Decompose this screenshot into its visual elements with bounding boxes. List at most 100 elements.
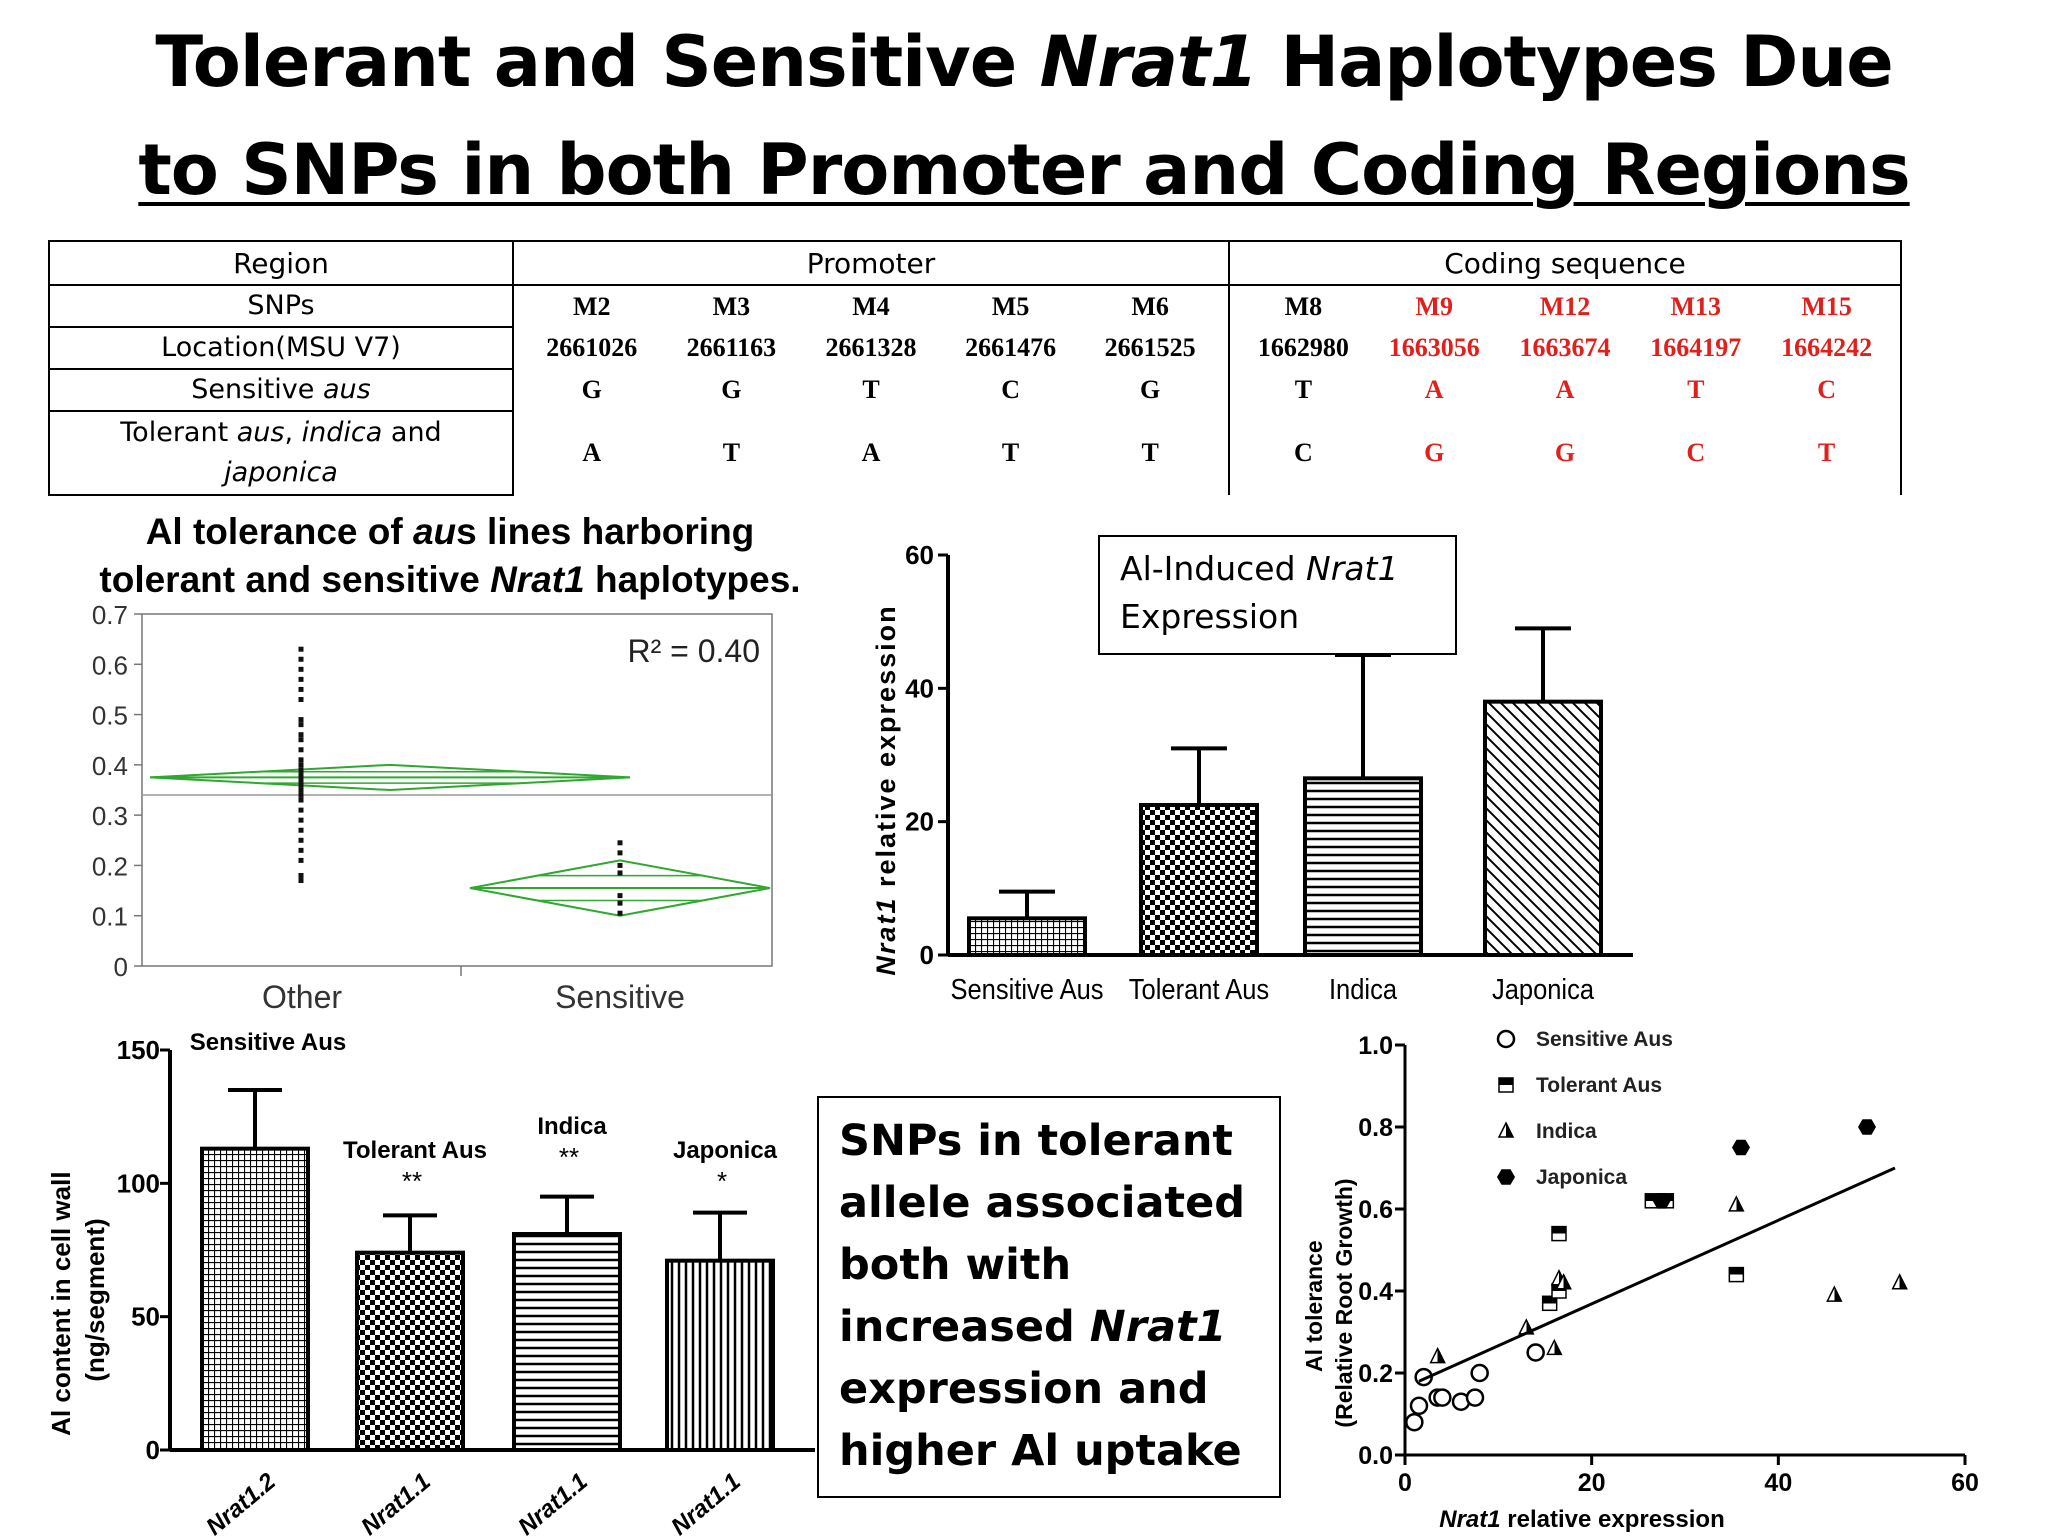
data-point: [298, 762, 304, 768]
location-cell: 1664242: [1781, 333, 1873, 362]
x-category-label: Indica: [1329, 972, 1398, 1005]
sensitive-allele-cell: T: [1687, 375, 1705, 404]
y-tick-label: 0: [146, 1435, 160, 1465]
y-tick-label: 60: [905, 540, 934, 570]
data-point: [298, 787, 304, 793]
bar: [967, 916, 1087, 958]
data-point: [298, 676, 304, 682]
data-point: [1551, 1225, 1567, 1242]
coding-header: Coding sequence: [1228, 240, 1902, 286]
conclusion-line: expression and: [839, 1364, 1209, 1414]
tolerant-allele-cell: T: [1141, 438, 1159, 467]
data-point: [298, 807, 304, 813]
data-point: [298, 747, 304, 753]
y-tick-label: 0.2: [1358, 1360, 1393, 1388]
location-cell: 2661026: [546, 333, 638, 362]
slide-title: Tolerant and Sensitive Nrat1 Haplotypes …: [138, 21, 1910, 211]
legend-label: Sensitive Aus: [1536, 1028, 1673, 1051]
tolerant-allele-cell: T: [1817, 438, 1836, 467]
table-row: SNPs M2 M3 M4 M5 M6 M8 M9 M12 M13 M15: [48, 284, 1902, 328]
location-cell: 2661525: [1104, 333, 1196, 362]
x-category-label: Nrat1.1: [513, 1468, 593, 1536]
data-point: [1652, 1193, 1671, 1209]
location-cell: 2661163: [686, 333, 777, 362]
data-point: [298, 722, 304, 728]
y-tick-label: 0.8: [1358, 1114, 1393, 1142]
conclusion-line: both with: [839, 1240, 1072, 1290]
tolerance-scatter-chart: 0.0 0.2 0.4 0.6 0.8 1.0 0 20 40 60 Sensitive Aus T…: [1301, 1028, 1979, 1533]
promoter-location-row: 2661026 2661163 2661328 2661476 2661525: [522, 333, 1220, 363]
tolerant-allele-cell: G: [1424, 438, 1445, 467]
promoter-snp-row: M2 M3 M4 M5 M6: [522, 292, 1220, 322]
snp-id-cell: M12: [1539, 291, 1591, 321]
data-point: [1728, 1195, 1745, 1212]
data-point: [298, 827, 304, 833]
x-tick-label: 60: [1951, 1469, 1979, 1497]
conclusion-line: SNPs in tolerant: [839, 1116, 1233, 1166]
legend-label: Tolerant Aus: [1536, 1074, 1662, 1097]
data-point: [298, 686, 304, 692]
sensitive-allele-cell: T: [862, 375, 880, 404]
expression-ylabel: Nrat1 relative expression: [871, 604, 901, 975]
data-point: [617, 850, 623, 856]
snp-id-cell: M15: [1801, 291, 1852, 321]
sensitive-allele-cell: C: [1001, 375, 1020, 404]
location-cell: 2661476: [965, 333, 1057, 362]
oneway-plot-frame: [141, 613, 773, 967]
snp-id-cell: M8: [1284, 291, 1323, 321]
x-category-label: Sensitive Aus: [950, 972, 1103, 1005]
data-point: [617, 910, 623, 916]
tolerant-allele-cell: C: [1686, 438, 1706, 467]
data-point: [298, 772, 304, 778]
al-content-bar-chart: 0 50 100 150 Sensitive Aus Nrat1.2 Tolerant A…: [46, 1029, 815, 1536]
sensitive-allele-cell: A: [1555, 375, 1575, 404]
location-cell: 2661328: [825, 333, 917, 362]
data-point: [298, 717, 304, 723]
data-point: [1526, 1343, 1545, 1362]
oneway-chart-title: Al tolerance of aus lines harboring tole…: [99, 511, 801, 600]
y-tick-label: 0.3: [92, 801, 128, 831]
conclusion-box: SNPs in tolerant allele associated both …: [817, 1096, 1281, 1498]
tolerant-allele-cell: T: [1001, 438, 1020, 467]
bar: [665, 1258, 775, 1452]
data-point: [298, 837, 304, 843]
table-row: Tolerant aus, indica and japonica A T A T T C…: [48, 410, 1902, 496]
data-point: [298, 666, 304, 672]
x-tick-label: 20: [1578, 1469, 1606, 1497]
location-cell: 1663674: [1519, 333, 1611, 362]
data-point: [298, 737, 304, 743]
sensitive-allele-cell: A: [1424, 375, 1444, 404]
data-point: [617, 893, 623, 899]
significance-marker: *: [717, 1166, 727, 1196]
y-tick-label: 0.6: [92, 650, 128, 680]
conclusion-line: allele associated: [839, 1178, 1246, 1228]
coding-location-row: 1662980 1663056 1663674 1664197 1664242: [1238, 333, 1892, 363]
y-tick-label: 150: [117, 1035, 160, 1065]
trendline: [1418, 1166, 1896, 1383]
snp-id-cell: M6: [1131, 291, 1169, 321]
data-point: [298, 797, 304, 803]
group-label: Sensitive Aus: [190, 1029, 347, 1056]
tolerant-allele-cell: G: [1554, 438, 1576, 467]
bar: [1483, 699, 1603, 957]
conclusion-line: higher Al uptake: [839, 1426, 1242, 1476]
data-point: [298, 646, 304, 652]
x-category-label: Tolerant Aus: [1129, 972, 1269, 1005]
oneway-chart: 0 0.1 0.2 0.3 0.4 0.5 0.6 0.7 Other Sensitive R²…: [92, 600, 773, 1015]
data-point: [1470, 1363, 1489, 1383]
y-tick-label: 0: [114, 952, 128, 982]
bar: [355, 1250, 465, 1452]
legend-marker: [1497, 1169, 1515, 1185]
data-point: [1732, 1139, 1750, 1156]
tolerant-allele-cell: A: [861, 438, 881, 467]
snp-id-cell: M3: [712, 291, 751, 321]
tolerant-allele-cell: T: [722, 438, 741, 467]
data-point: [1541, 1295, 1558, 1312]
data-point: [298, 872, 304, 878]
snp-id-cell: M9: [1415, 291, 1453, 321]
bar: [1303, 776, 1423, 957]
y-tick-label: 50: [131, 1302, 160, 1332]
y-tick-label: 20: [905, 807, 934, 837]
